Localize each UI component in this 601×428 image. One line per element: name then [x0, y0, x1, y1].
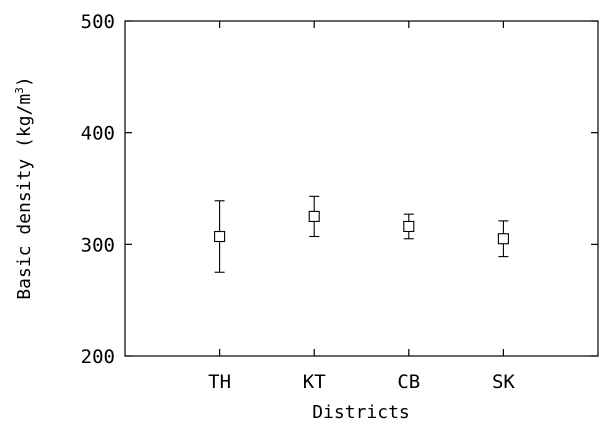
y-tick-label-400: 400 — [81, 123, 115, 145]
x-tick-label-kt: KT — [303, 371, 326, 393]
x-tick-label-sk: SK — [492, 371, 515, 393]
x-axis-title: Districts — [312, 402, 410, 423]
plot-frame — [124, 20, 599, 357]
data-point-kt — [308, 210, 320, 222]
y-axis-title-main: Basic density (kg/m — [14, 94, 35, 300]
y-axis: 200 300 400 500 — [81, 11, 598, 368]
y-axis-title: Basic density (kg/m3) — [13, 76, 35, 299]
data-point-sk — [497, 233, 509, 245]
y-axis-title-sup: 3 — [13, 87, 26, 94]
y-tick-label-500: 500 — [81, 11, 115, 33]
data-point-th — [214, 230, 226, 243]
data-point-cb — [403, 220, 415, 233]
x-tick-label-cb: CB — [397, 371, 420, 393]
x-tick-label-th: TH — [208, 371, 231, 393]
data-points — [214, 195, 509, 273]
x-axis: TH KT CB SK — [208, 21, 515, 393]
y-tick-label-300: 300 — [81, 234, 115, 256]
y-tick-label-200: 200 — [81, 346, 115, 368]
y-axis-title-close: ) — [14, 76, 35, 87]
